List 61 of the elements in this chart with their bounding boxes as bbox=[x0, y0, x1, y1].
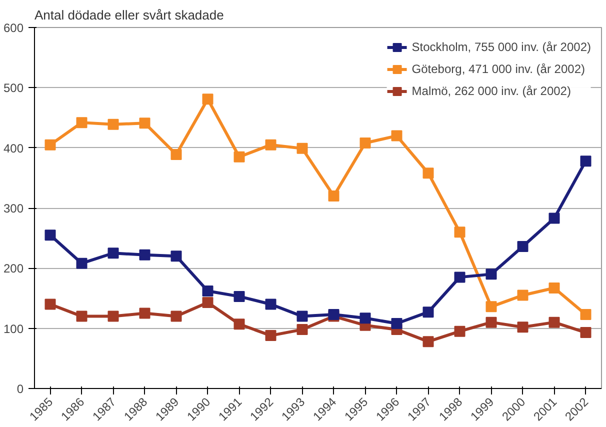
legend-label: Stockholm, 755 000 inv. (år 2002) bbox=[412, 40, 591, 54]
y-tick-label: 300 bbox=[3, 202, 24, 216]
point bbox=[76, 117, 88, 128]
point bbox=[548, 212, 560, 224]
point bbox=[517, 290, 528, 301]
y-tick-label: 200 bbox=[3, 262, 24, 276]
y-tick-label: 600 bbox=[3, 21, 24, 35]
point bbox=[360, 138, 371, 149]
point bbox=[44, 298, 56, 310]
point bbox=[580, 327, 592, 338]
point bbox=[391, 130, 402, 142]
point bbox=[454, 326, 466, 337]
y-tick-label: 100 bbox=[3, 322, 24, 336]
point bbox=[234, 151, 245, 162]
point bbox=[422, 336, 434, 348]
point bbox=[234, 290, 245, 302]
point bbox=[454, 272, 466, 283]
point bbox=[139, 308, 150, 319]
point bbox=[548, 282, 560, 294]
point bbox=[580, 156, 592, 167]
point bbox=[44, 139, 56, 150]
point bbox=[202, 286, 214, 297]
point bbox=[422, 306, 434, 318]
point bbox=[454, 226, 466, 238]
point bbox=[548, 316, 560, 328]
point bbox=[76, 310, 88, 322]
point bbox=[202, 94, 214, 105]
point bbox=[296, 142, 308, 154]
y-tick-label: 500 bbox=[3, 81, 24, 96]
point bbox=[202, 296, 214, 308]
point bbox=[486, 301, 497, 312]
point bbox=[108, 118, 119, 130]
point bbox=[296, 324, 308, 336]
point bbox=[44, 230, 56, 241]
point bbox=[108, 310, 119, 322]
point bbox=[580, 308, 592, 320]
chart-title: Antal dödade eller svårt skadade bbox=[34, 8, 224, 22]
point bbox=[265, 139, 276, 150]
point bbox=[170, 148, 182, 160]
point bbox=[265, 298, 276, 310]
point bbox=[517, 241, 528, 252]
point bbox=[170, 310, 182, 322]
y-tick-label: 0 bbox=[16, 382, 24, 396]
point bbox=[170, 250, 182, 262]
y-tick-label: 400 bbox=[3, 141, 24, 156]
point bbox=[422, 168, 434, 179]
point bbox=[360, 312, 371, 324]
point bbox=[76, 258, 88, 269]
point bbox=[234, 318, 245, 330]
point bbox=[328, 190, 340, 202]
legend-label: Göteborg, 471 000 inv. (år 2002) bbox=[412, 62, 586, 76]
point bbox=[296, 310, 308, 322]
point bbox=[486, 268, 497, 280]
point bbox=[517, 322, 528, 333]
legend-label: Malmö, 262 000 inv. (år 2002) bbox=[412, 84, 571, 98]
point bbox=[486, 316, 497, 328]
point bbox=[139, 249, 150, 260]
point bbox=[108, 248, 119, 259]
point bbox=[139, 118, 150, 129]
point bbox=[265, 330, 276, 342]
point bbox=[391, 318, 402, 330]
